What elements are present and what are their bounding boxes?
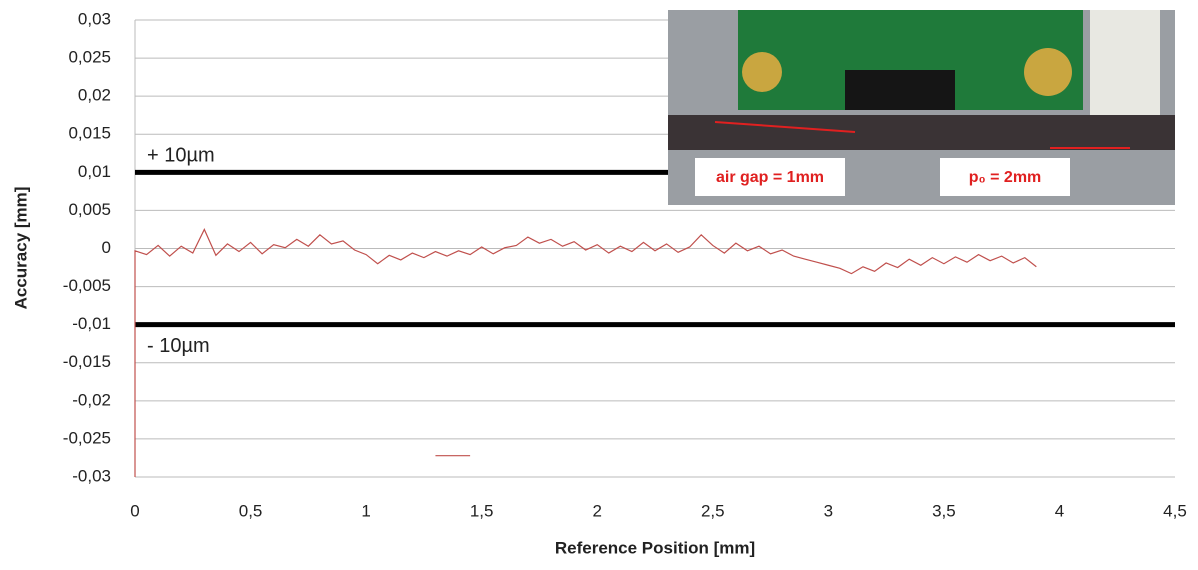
y-tick-label: -0,01: [72, 314, 111, 333]
photo-pad: [742, 52, 782, 92]
x-tick-label: 3,5: [932, 501, 956, 520]
y-tick-label: -0,02: [72, 390, 111, 409]
x-tick-label: 4,5: [1163, 501, 1187, 520]
y-tick-label: 0: [102, 238, 111, 257]
y-tick-label: 0,03: [78, 9, 111, 28]
reference-label: - 10µm: [147, 335, 210, 357]
photo-chip: [845, 70, 955, 110]
x-tick-label: 0: [130, 501, 139, 520]
chart: Accuracy [mm] Reference Position [mm] -0…: [0, 0, 1198, 565]
y-tick-label: -0,025: [63, 428, 111, 447]
y-tick-label: 0,015: [68, 124, 111, 143]
photo-block: [1090, 10, 1160, 115]
photo-pad: [1024, 48, 1072, 96]
x-tick-label: 1: [361, 501, 370, 520]
x-tick-label: 1,5: [470, 501, 494, 520]
annotation: p₀ = 2mm: [969, 169, 1042, 186]
y-tick-label: 0,02: [78, 86, 111, 105]
inset-photo: air gap = 1mm p₀ = 2mm: [668, 10, 1175, 205]
y-tick-label: -0,015: [63, 352, 111, 371]
y-tick-label: -0,005: [63, 276, 111, 295]
x-axis-label: Reference Position [mm]: [555, 538, 755, 557]
annotation: air gap = 1mm: [716, 169, 824, 186]
reference-label: + 10µm: [147, 145, 215, 167]
y-tick-label: 0,005: [68, 200, 111, 219]
photo-rail: [668, 115, 1175, 150]
y-tick-label: -0,03: [72, 466, 111, 485]
y-tick-label: 0,01: [78, 162, 111, 181]
x-tick-label: 2: [592, 501, 601, 520]
y-tick-label: 0,025: [68, 48, 111, 67]
x-tick-label: 0,5: [239, 501, 263, 520]
x-tick-label: 2,5: [701, 501, 725, 520]
x-tick-label: 3: [824, 501, 833, 520]
y-axis-label: Accuracy [mm]: [11, 187, 30, 310]
x-tick-label: 4: [1055, 501, 1064, 520]
data-line: [135, 229, 1036, 477]
